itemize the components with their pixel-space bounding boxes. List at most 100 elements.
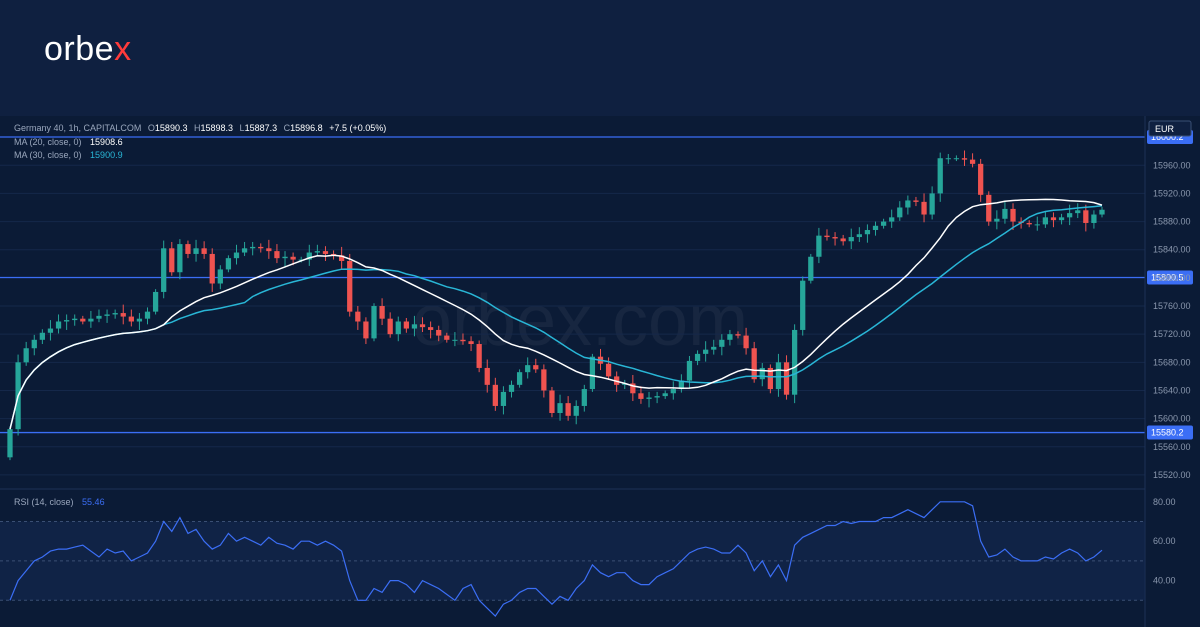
rsi-label: RSI (14, close) xyxy=(14,497,74,507)
candle xyxy=(460,339,466,342)
candle xyxy=(217,269,223,284)
candle xyxy=(889,217,895,222)
candle xyxy=(7,429,13,458)
candle xyxy=(638,393,644,399)
candle xyxy=(233,252,240,259)
candle xyxy=(427,327,434,330)
candle xyxy=(719,339,725,347)
legend-low: 15887.3 xyxy=(245,123,278,133)
price-tick-label: 15520.00 xyxy=(1153,470,1191,480)
candle xyxy=(1042,217,1049,225)
candle xyxy=(169,248,175,273)
candle xyxy=(395,321,401,335)
candle xyxy=(411,324,418,329)
candle xyxy=(266,248,272,252)
candle xyxy=(339,255,345,261)
rsi-axis: 40.00 60.00 80.00 xyxy=(1153,497,1176,586)
candle xyxy=(136,318,143,322)
legend-symbol: Germany 40, 1h, CAPITALCOM xyxy=(14,123,141,133)
candle xyxy=(808,256,814,281)
candle xyxy=(969,159,976,164)
candle xyxy=(144,311,151,319)
level-label-box xyxy=(1147,270,1193,285)
price-tick-label: 15880.00 xyxy=(1153,217,1191,227)
candle xyxy=(31,339,37,349)
rsi-legend: RSI (14, close) 55.46 xyxy=(14,497,105,507)
currency-button[interactable] xyxy=(1148,120,1192,137)
candle xyxy=(848,237,854,242)
ma20-label: MA (20, close, 0) xyxy=(14,137,82,147)
candle xyxy=(419,324,426,328)
candle xyxy=(39,332,45,340)
candle xyxy=(161,248,167,292)
price-tick-label: 15760.00 xyxy=(1153,301,1191,311)
candle xyxy=(363,321,369,339)
price-tick-label: 15560.00 xyxy=(1153,442,1191,452)
candle xyxy=(872,225,879,231)
candle xyxy=(282,256,288,259)
candle xyxy=(128,316,134,322)
candle xyxy=(800,280,806,330)
candle xyxy=(436,329,442,336)
legend-row: Germany 40, 1h, CAPITALCOM O15890.3 H158… xyxy=(14,123,386,133)
candles-group xyxy=(7,150,1105,461)
candle xyxy=(104,314,110,316)
horizontal-levels[interactable]: 16000.2 15800.5 15580.2 xyxy=(0,129,1193,440)
legend-high-label: H xyxy=(194,123,201,133)
candle xyxy=(751,348,757,380)
candle xyxy=(961,158,968,160)
rsi-line xyxy=(9,501,1103,618)
price-tick-label: 15920.00 xyxy=(1153,188,1191,198)
candle xyxy=(759,367,765,380)
candle xyxy=(711,346,717,350)
watermark-text: orbex.com xyxy=(412,281,748,361)
rsi-tick-label: 40.00 xyxy=(1153,576,1176,586)
candle xyxy=(994,218,1000,222)
candle xyxy=(686,360,693,381)
candle xyxy=(1083,210,1089,223)
candle xyxy=(945,158,951,160)
candle xyxy=(694,353,701,361)
rsi-tick-label: 80.00 xyxy=(1153,497,1176,507)
candle xyxy=(1034,224,1040,226)
candle xyxy=(630,383,636,394)
level-label: 15580.2 xyxy=(1151,428,1184,438)
rsi-value: 55.46 xyxy=(82,497,105,507)
legend-ma20: MA (20, close, 0) 15908.6 xyxy=(14,137,123,147)
candle xyxy=(953,158,960,160)
price-tick-label: 15960.00 xyxy=(1153,160,1191,170)
candle xyxy=(314,251,321,253)
candle xyxy=(824,235,830,238)
candle xyxy=(678,380,685,390)
candle xyxy=(23,348,29,363)
candle xyxy=(120,313,126,317)
candle xyxy=(1091,214,1097,223)
candle xyxy=(1002,208,1008,219)
price-tick-label: 15680.00 xyxy=(1153,357,1191,367)
candle xyxy=(589,356,596,390)
level-label: 16000.2 xyxy=(1151,132,1184,142)
legend-close: 15896.8 xyxy=(290,123,323,133)
candle xyxy=(662,393,668,397)
candle xyxy=(654,396,660,398)
candle xyxy=(565,403,571,416)
candle xyxy=(1050,217,1057,221)
candle xyxy=(403,321,409,329)
legend-low-label: L xyxy=(240,123,245,133)
candle xyxy=(371,306,377,339)
candle xyxy=(96,315,102,319)
legend-ma30: MA (30, close, 0) 15900.9 xyxy=(14,150,123,160)
candle xyxy=(452,339,458,341)
candle xyxy=(767,367,773,390)
candle xyxy=(605,363,612,377)
candle xyxy=(1026,222,1032,225)
candle xyxy=(209,253,215,284)
candle xyxy=(476,344,482,368)
candle xyxy=(905,200,911,208)
candle xyxy=(864,230,871,235)
candle xyxy=(581,389,587,406)
candle xyxy=(1067,213,1073,218)
candle xyxy=(250,246,256,249)
